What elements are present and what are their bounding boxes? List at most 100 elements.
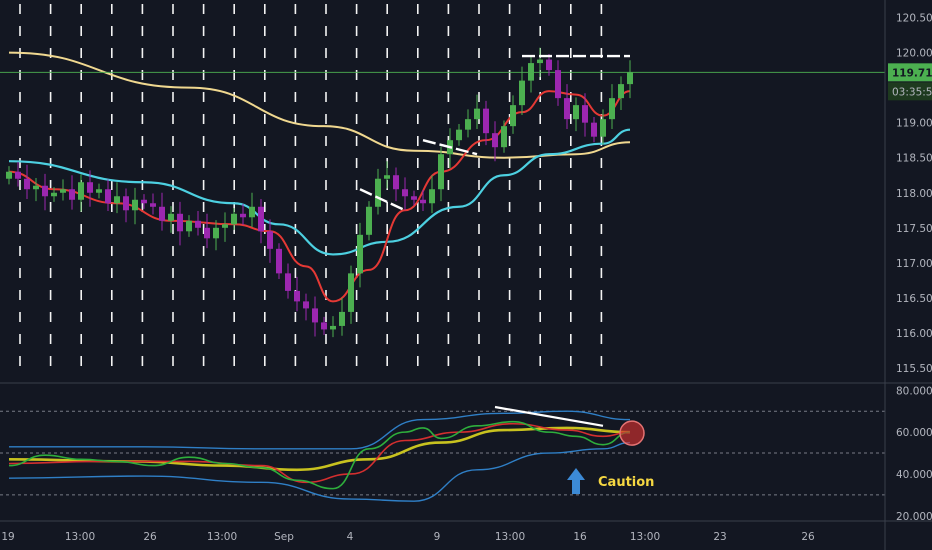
candle-body [186,220,192,232]
countdown-tag [888,82,932,101]
candle-body [582,105,588,123]
last-price-tag [888,63,932,82]
candle-body [24,178,30,190]
osc-band-lower [8,441,631,502]
candle-body [141,199,147,204]
osc-tick-label: 60.000 [896,427,932,439]
candle-body [591,122,597,137]
time-tick-label: 4 [347,531,354,543]
candle-body [330,325,336,330]
candle-body [492,133,498,148]
last-price-label: 119.718 [892,67,932,79]
candle-body [375,178,381,207]
trendlines [359,54,630,212]
candle-body [159,206,165,221]
price-tick-label: 120.500 [896,13,932,25]
time-tick-label: 13:00 [630,531,660,543]
price-tick-label: 117.500 [896,223,932,235]
candle-body [573,105,579,120]
candle-body [411,196,417,200]
candle-body [276,248,282,274]
candlestick-series [6,47,633,338]
candle-body [6,171,12,179]
candle-body [321,322,327,330]
candle-body [510,105,516,127]
candle-body [546,59,552,71]
candle-body [456,129,462,141]
candle-body [213,227,219,239]
price-tick-label: 117.000 [896,258,932,270]
candle-body [177,213,183,232]
candle-body [429,189,435,204]
candle-body [609,98,615,120]
oscillator-pane [0,405,885,502]
osc-fast-line [8,420,631,490]
candle-body [366,206,372,235]
time-tick-label: 9 [434,531,441,543]
time-tick-label: 16 [573,531,587,543]
price-tick-label: 118.500 [896,153,932,165]
price-tick-label: 116.500 [896,293,932,305]
time-tick-label: 13:00 [495,531,525,543]
time-tick-label: 13:00 [65,531,95,543]
candle-body [240,213,246,218]
candle-body [393,175,399,190]
price-tick-label: 116.000 [896,328,932,340]
candle-body [600,119,606,137]
candle-body [60,189,66,193]
candle-body [96,189,102,193]
candle-body [420,199,426,204]
ma-slow-line [8,51,631,159]
up-arrow-icon [567,468,585,494]
candle-body [618,84,624,99]
candle-body [537,59,543,64]
candle-body [465,119,471,130]
candle-body [519,80,525,106]
candle-body [150,203,156,207]
time-tick-label: 23 [713,531,726,543]
time-tick-label: Sep [274,531,294,543]
osc-tick-label: 40.000 [896,469,932,481]
candle-body [501,126,507,148]
candle-body [69,189,75,200]
candle-body [78,182,84,200]
osc-band-upper [9,410,631,450]
time-grid [19,4,603,378]
candle-body [114,196,120,204]
countdown-label: 03:35:55 [892,86,932,98]
candle-body [438,154,444,190]
candle-body [312,308,318,323]
candle-body [339,311,345,326]
candle-body [42,185,48,197]
candle-body [231,213,237,225]
trendline [422,139,478,156]
candle-body [555,70,561,99]
price-tick-label: 119.000 [896,118,932,130]
osc-tick-label: 80.000 [896,385,932,397]
divergence-line [494,405,604,427]
candle-body [303,301,309,309]
time-tick-label: 26 [801,531,815,543]
candle-body [357,234,363,274]
candle-body [87,182,93,193]
moving-averages [0,51,885,303]
candle-body [51,192,57,197]
candle-body [267,231,273,249]
candle-body [528,63,534,81]
candle-body [348,273,354,312]
candle-body [474,108,480,120]
candle-body [222,224,228,228]
candle-body [132,199,138,211]
price-tick-label: 118.000 [896,188,932,200]
candle-body [483,108,489,134]
price-tick-label: 115.500 [896,363,932,375]
ma-mid-line [8,128,631,256]
candle-body [168,213,174,221]
candle-body [204,227,210,239]
candle-body [384,175,390,179]
candle-body [564,98,570,120]
caution-highlight-circle [619,420,645,446]
